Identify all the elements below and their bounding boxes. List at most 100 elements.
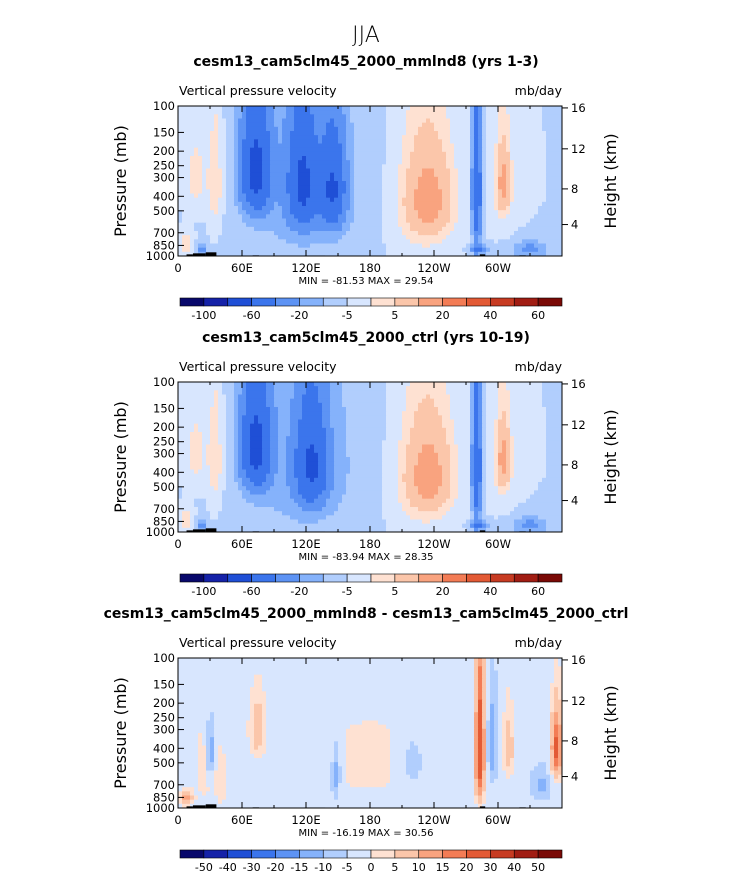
heatmap-cell — [402, 402, 407, 408]
heatmap-cell — [542, 415, 547, 420]
heatmap-cell — [254, 440, 259, 445]
heatmap-cell — [486, 176, 491, 182]
heatmap-cell — [274, 189, 279, 194]
heatmap-cell — [294, 172, 299, 178]
heatmap-cell — [386, 251, 391, 257]
heatmap-cell — [374, 235, 379, 240]
heatmap-cell — [418, 440, 423, 445]
heatmap-cell — [238, 222, 243, 228]
heatmap-cell — [422, 415, 427, 420]
heatmap-cell — [378, 106, 383, 111]
heatmap-cell — [306, 160, 311, 165]
heatmap-cell — [194, 206, 199, 211]
heatmap-cell — [330, 432, 335, 437]
heatmap-cell — [186, 243, 191, 249]
heatmap-cell — [550, 156, 555, 161]
heatmap-cell — [286, 436, 291, 441]
heatmap-cell — [178, 411, 183, 416]
heatmap-cell — [454, 390, 459, 395]
heatmap-cell — [538, 176, 543, 182]
heatmap-cell — [426, 131, 431, 136]
heatmap-cell — [406, 402, 411, 408]
heatmap-cell — [274, 164, 279, 169]
heatmap-cell — [438, 122, 443, 128]
heatmap-cell — [446, 193, 451, 199]
heatmap-cell — [262, 206, 267, 211]
heatmap-cell — [482, 151, 487, 157]
heatmap-cell — [366, 243, 371, 249]
heatmap-cell — [178, 222, 183, 228]
heatmap-cell — [506, 407, 511, 412]
heatmap-cell — [398, 151, 403, 157]
heatmap-cell — [230, 131, 235, 136]
heatmap-cell — [182, 114, 187, 119]
heatmap-cell — [338, 114, 343, 119]
heatmap-cell — [410, 436, 415, 441]
heatmap-cell — [190, 210, 195, 215]
heatmap-cell — [286, 106, 291, 111]
heatmap-cell — [502, 402, 507, 408]
heatmap-cell — [242, 193, 247, 199]
heatmap-cell — [546, 231, 551, 236]
heatmap-cell — [450, 226, 455, 232]
heatmap-cell — [442, 193, 447, 199]
heatmap-cell — [338, 201, 343, 207]
heatmap-cell — [378, 168, 383, 174]
heatmap-cell — [206, 214, 211, 219]
heatmap-cell — [378, 156, 383, 161]
heatmap-cell — [182, 210, 187, 215]
heatmap-cell — [306, 147, 311, 153]
heatmap-cell — [338, 164, 343, 169]
heatmap-cell — [198, 160, 203, 165]
heatmap-cell — [206, 423, 211, 429]
heatmap-cell — [386, 172, 391, 178]
heatmap-cell — [322, 181, 327, 186]
heatmap-cell — [402, 172, 407, 178]
heatmap-cell — [482, 135, 487, 140]
heatmap-cell — [518, 131, 523, 136]
heatmap-cell — [286, 243, 291, 249]
heatmap-cell — [446, 436, 451, 441]
heatmap-cell — [242, 415, 247, 420]
heatmap-cell — [410, 251, 415, 257]
heatmap-cell — [182, 214, 187, 219]
heatmap-cell — [390, 407, 395, 412]
heatmap-cell — [258, 222, 263, 228]
heatmap-cell — [334, 189, 339, 194]
heatmap-cell — [298, 210, 303, 215]
heatmap-cell — [250, 189, 255, 194]
heatmap-cell — [458, 423, 463, 429]
heatmap-cell — [422, 251, 427, 257]
heatmap-cell — [538, 156, 543, 161]
colorbar-label: -100 — [191, 309, 216, 322]
heatmap-cell — [330, 436, 335, 441]
heatmap-cell — [326, 423, 331, 429]
heatmap-cell — [414, 382, 419, 387]
heatmap-cell — [534, 440, 539, 445]
heatmap-cell — [506, 436, 511, 441]
heatmap-cell — [482, 110, 487, 115]
heatmap-cell — [450, 210, 455, 215]
heatmap-cell — [326, 168, 331, 174]
heatmap-cell — [382, 247, 387, 253]
heatmap-cell — [474, 247, 479, 253]
heatmap-cell — [550, 407, 555, 412]
heatmap-cell — [554, 206, 559, 211]
heatmap-cell — [478, 143, 483, 149]
heatmap-cell — [378, 114, 383, 119]
heatmap-cell — [558, 231, 563, 236]
heatmap-cell — [398, 235, 403, 240]
heatmap-cell — [354, 114, 359, 119]
heatmap-cell — [186, 394, 191, 400]
heatmap-cell — [330, 239, 335, 244]
heatmap-cell — [434, 423, 439, 429]
heatmap-cell — [486, 197, 491, 203]
heatmap-cell — [190, 131, 195, 136]
heatmap-cell — [374, 139, 379, 144]
heatmap-cell — [178, 239, 183, 244]
heatmap-cell — [262, 189, 267, 194]
heatmap-cell — [558, 427, 563, 433]
heatmap-cell — [558, 390, 563, 395]
heatmap-cell — [426, 411, 431, 416]
heatmap-cell — [486, 235, 491, 240]
